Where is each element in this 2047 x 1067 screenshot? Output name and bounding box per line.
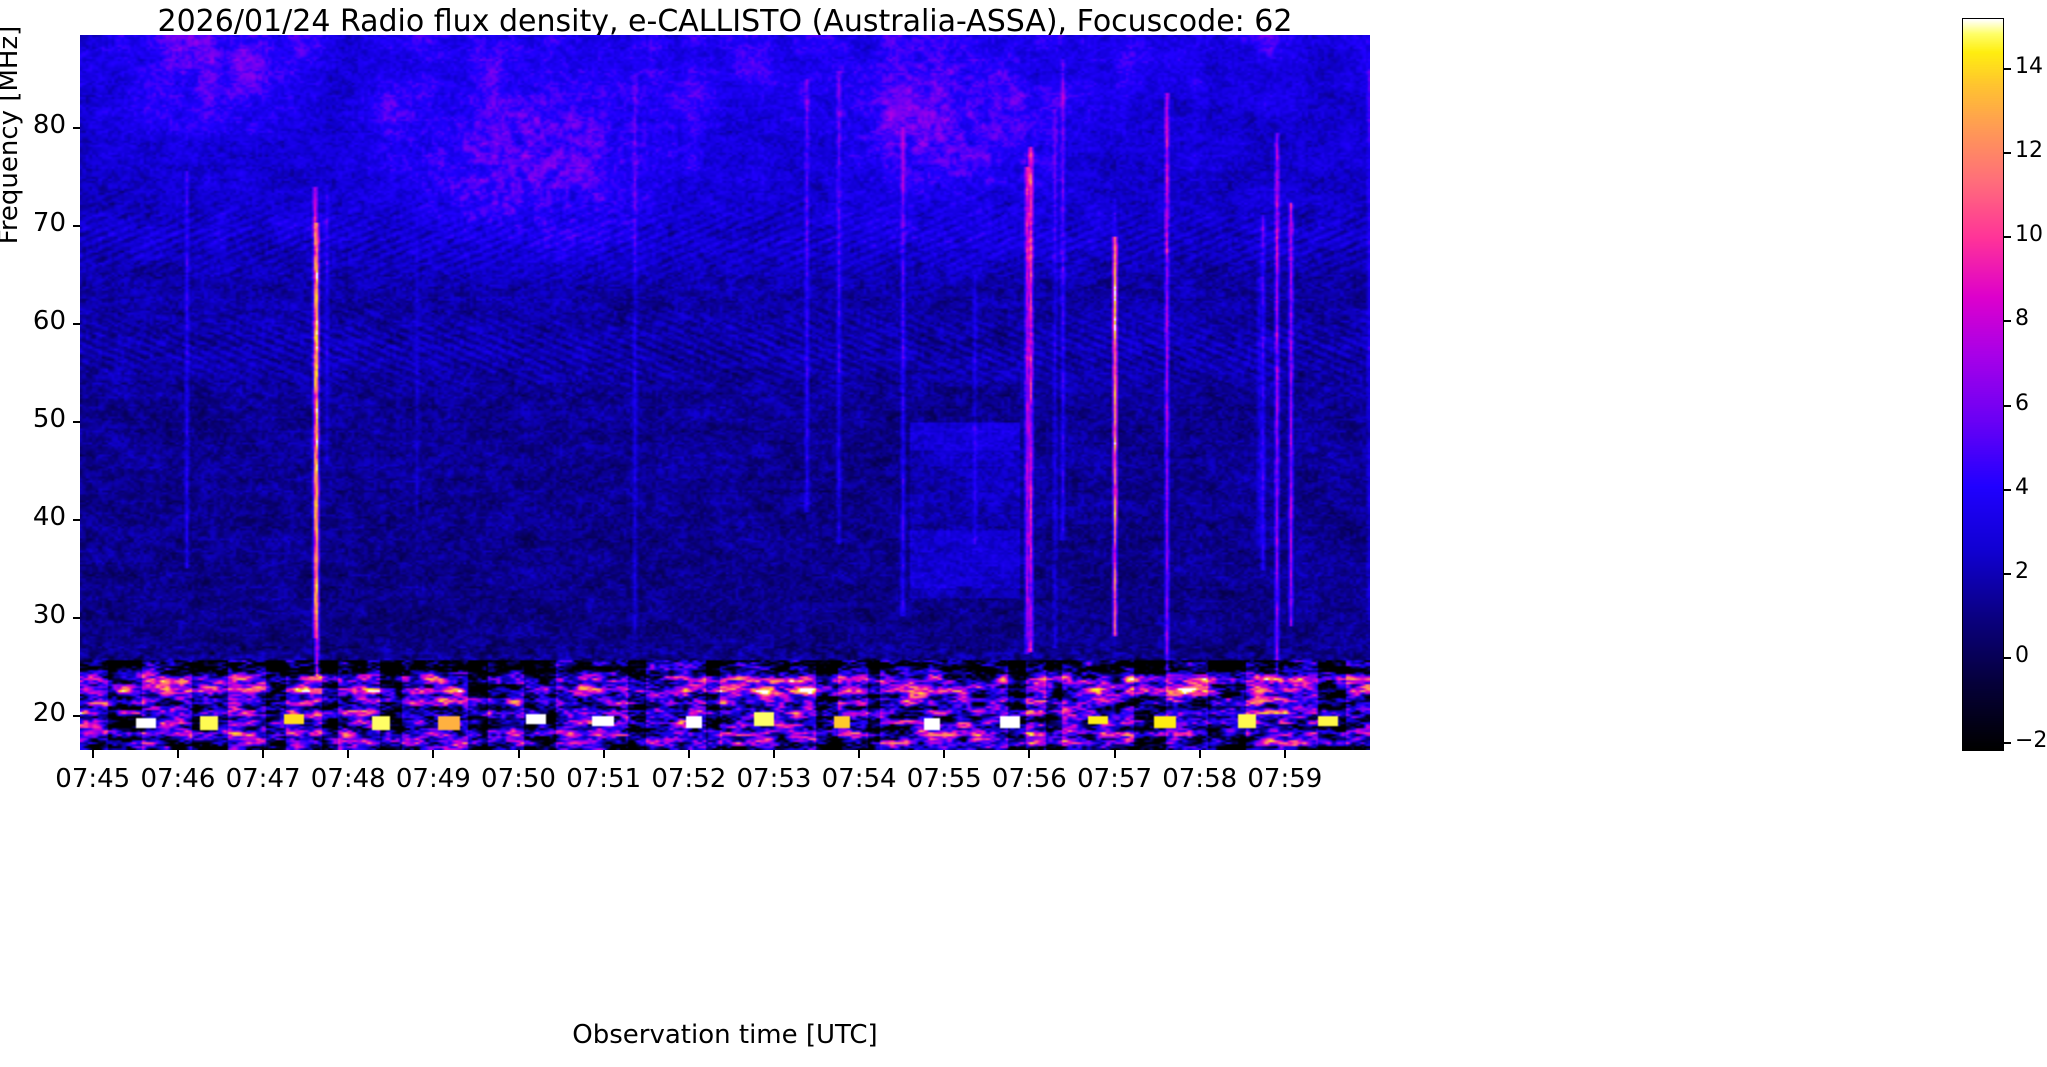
y-tick-mark xyxy=(73,714,80,717)
colorbar-tick-mark xyxy=(2004,151,2011,154)
x-tick-label: 07:57 xyxy=(1077,764,1153,794)
colorbar-tick-mark xyxy=(2004,320,2011,323)
colorbar-tick-mark xyxy=(2004,657,2011,660)
y-tick-mark xyxy=(73,224,80,227)
x-tick-mark xyxy=(91,750,94,758)
x-tick-mark xyxy=(347,750,350,758)
x-tick-mark xyxy=(1198,750,1201,758)
colorbar-tick-label: 14 xyxy=(2015,53,2043,79)
y-tick-label: 30 xyxy=(32,599,66,630)
spectrogram-plot[interactable] xyxy=(80,35,1370,750)
colorbar-tick-mark xyxy=(2004,67,2011,70)
x-tick-label: 07:49 xyxy=(395,764,471,794)
colorbar-tick-label: 8 xyxy=(2015,306,2029,332)
y-tick-label: 40 xyxy=(32,501,66,532)
x-tick-mark xyxy=(1028,750,1031,758)
x-tick-mark xyxy=(602,750,605,758)
x-tick-label: 07:51 xyxy=(566,764,642,794)
y-tick-label: 60 xyxy=(32,305,66,336)
colorbar-tick-label: 4 xyxy=(2015,474,2029,500)
x-tick-label: 07:53 xyxy=(736,764,812,794)
colorbar-tick-mark xyxy=(2004,488,2011,491)
y-tick-label: 80 xyxy=(32,110,66,141)
colorbar-tick-label: 0 xyxy=(2015,643,2029,669)
y-tick-mark xyxy=(73,420,80,423)
colorbar-tick-label: 2 xyxy=(2015,559,2029,585)
y-tick-mark xyxy=(73,322,80,325)
x-tick-mark xyxy=(432,750,435,758)
page-title: 2026/01/24 Radio flux density, e-CALLIST… xyxy=(157,4,1293,39)
x-axis-label: Observation time [UTC] xyxy=(572,1020,878,1050)
colorbar-tick-label: 12 xyxy=(2015,137,2043,163)
x-tick-label: 07:55 xyxy=(906,764,982,794)
colorbar-tick-mark xyxy=(2004,236,2011,239)
y-tick-label: 50 xyxy=(32,403,66,434)
colorbar-tick-mark xyxy=(2004,741,2011,744)
x-tick-mark xyxy=(262,750,265,758)
x-tick-label: 07:54 xyxy=(821,764,897,794)
x-tick-label: 07:46 xyxy=(140,764,216,794)
y-tick-mark xyxy=(73,518,80,521)
colorbar-tick-label: −2 xyxy=(2015,727,2047,753)
x-tick-label: 07:59 xyxy=(1247,764,1323,794)
y-tick-label: 70 xyxy=(32,207,66,238)
x-tick-label: 07:56 xyxy=(991,764,1067,794)
y-tick-mark xyxy=(73,127,80,130)
y-tick-label: 20 xyxy=(32,697,66,728)
x-tick-mark xyxy=(772,750,775,758)
x-tick-label: 07:58 xyxy=(1162,764,1238,794)
colorbar-tick-mark xyxy=(2004,404,2011,407)
y-axis-label: Frequency [MHz] xyxy=(0,25,24,245)
x-tick-mark xyxy=(687,750,690,758)
colorbar-tick-label: 6 xyxy=(2015,390,2029,416)
x-tick-label: 07:52 xyxy=(651,764,727,794)
colorbar[interactable] xyxy=(1962,18,2004,751)
x-tick-label: 07:47 xyxy=(225,764,301,794)
x-tick-label: 07:48 xyxy=(310,764,386,794)
colorbar-gradient xyxy=(1962,18,2004,751)
x-tick-mark xyxy=(176,750,179,758)
x-tick-mark xyxy=(858,750,861,758)
x-tick-mark xyxy=(1283,750,1286,758)
spectrogram-image[interactable] xyxy=(80,35,1370,750)
x-tick-label: 07:50 xyxy=(481,764,556,794)
colorbar-tick-mark xyxy=(2004,573,2011,576)
y-tick-mark xyxy=(73,616,80,619)
colorbar-tick-label: 10 xyxy=(2015,222,2043,248)
x-tick-mark xyxy=(517,750,520,758)
x-tick-mark xyxy=(1113,750,1116,758)
x-tick-label: 07:45 xyxy=(55,764,131,794)
x-tick-mark xyxy=(943,750,946,758)
